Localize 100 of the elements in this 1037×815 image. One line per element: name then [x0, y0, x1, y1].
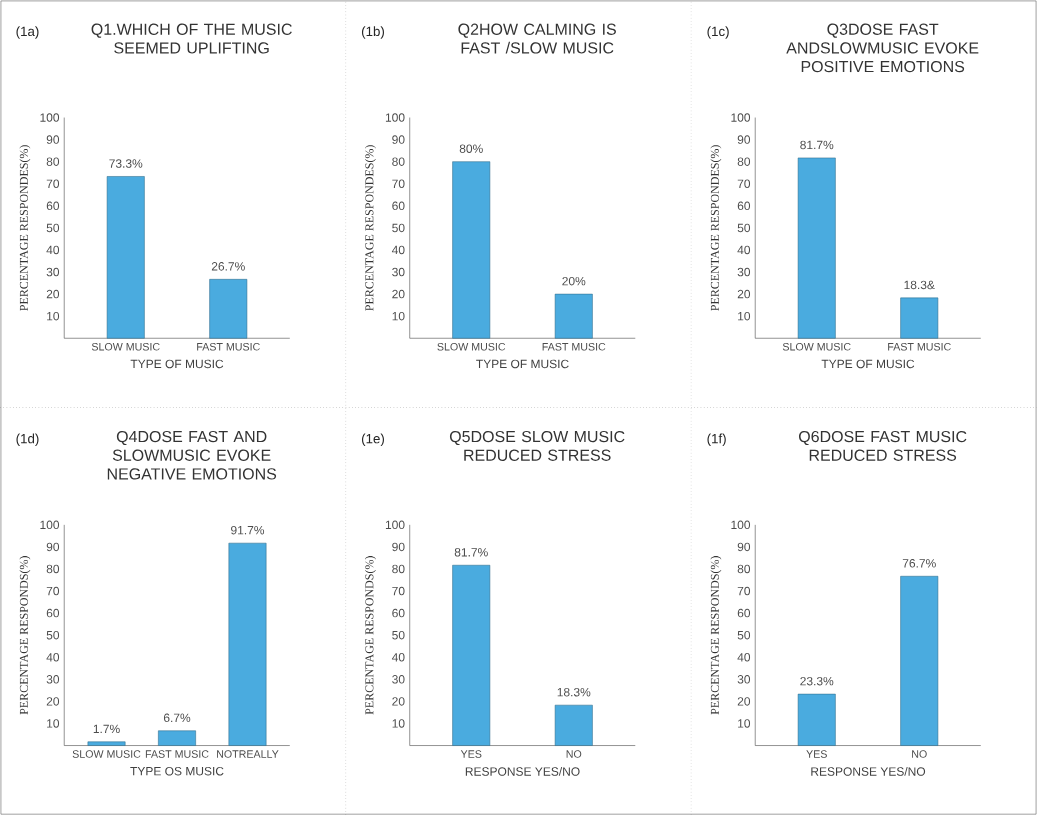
y-tick-label: 10: [738, 311, 751, 321]
text: (1b): [361, 26, 384, 39]
y-axis-title: PERCENTAGE RESPONDES(%): [710, 145, 722, 311]
text: (1d): [16, 433, 39, 446]
y-tick-label: 60: [46, 201, 60, 211]
data-label: 81.7%: [454, 547, 488, 557]
y-tick-label: 80: [46, 157, 60, 166]
x-tick-label: SLOW MUSIC: [72, 750, 141, 758]
y-tick-label: 60: [737, 201, 751, 211]
y-tick-label: 10: [738, 719, 751, 728]
y-tick-label: 50: [737, 223, 751, 233]
x-tick-label: FAST MUSIC: [888, 342, 951, 351]
y-tick-label: 50: [392, 223, 405, 233]
text: (1e): [361, 433, 384, 446]
text: (1f): [707, 433, 726, 446]
data-label: 73.3%: [109, 159, 143, 168]
y-tick-label: 20: [737, 289, 751, 299]
y-tick-label: 10: [47, 719, 60, 728]
y-tick-label: 100: [731, 113, 751, 122]
y-tick-label: 20: [392, 289, 405, 299]
y-tick-label: 80: [737, 564, 751, 574]
x-axis-title: TYPE OF MUSIC: [821, 359, 915, 369]
x-tick-label: SLOW MUSIC: [91, 342, 160, 351]
x-tick-label: YES: [460, 750, 482, 758]
chart-title: Q6DOSE FAST MUSIC REDUCED STRESS: [798, 430, 967, 461]
y-tick-label: 40: [737, 652, 751, 662]
y-tick-label: 90: [392, 135, 405, 144]
y-axis-title: PERCENTAGE RESPONDS(%): [19, 556, 31, 715]
chart-title: Q3DOSE FAST ANDSLOWMUSIC EVOKE POSITIVE EMOTIONS: [786, 23, 979, 73]
y-tick-label: 60: [392, 201, 405, 211]
y-tick-label: 90: [737, 542, 751, 552]
y-axis-title: PERCENTAGE RESPONDS(%): [710, 556, 722, 715]
y-tick-label: 40: [46, 245, 60, 255]
y-tick-label: 70: [392, 586, 405, 596]
x-axis-title: RESPONSE YES/NO: [811, 766, 926, 776]
y-tick-label: 90: [392, 542, 405, 552]
y-tick-label: 40: [391, 652, 405, 662]
y-tick-label: 100: [40, 520, 60, 530]
data-label: 23.3%: [800, 676, 834, 686]
y-tick-label: 10: [47, 311, 60, 321]
y-tick-label: 80: [46, 564, 60, 574]
data-label: 26.7%: [211, 262, 245, 271]
bar: [87, 741, 126, 746]
chart-title: Q2HOW CALMING IS FAST /SLOW MUSIC: [458, 23, 616, 54]
y-tick-label: 30: [392, 267, 405, 277]
y-tick-label: 90: [46, 542, 60, 552]
x-tick-label: FAST MUSIC: [542, 342, 606, 351]
y-tick-label: 100: [385, 520, 405, 530]
y-tick-label: 60: [392, 608, 405, 618]
y-tick-label: 40: [391, 245, 405, 255]
y-tick-label: 80: [392, 564, 405, 574]
text: (1c): [707, 26, 729, 39]
data-label: 81.7%: [800, 140, 834, 150]
y-tick-label: 100: [40, 113, 60, 122]
y-tick-label: 90: [46, 135, 60, 144]
chart-title: Q1.WHICH OF THE MUSIC SEEMED UPLIFTING: [91, 23, 292, 54]
x-tick-label: FAST MUSIC: [145, 750, 209, 758]
y-tick-label: 80: [737, 157, 751, 166]
y-tick-label: 100: [385, 113, 405, 122]
x-axis-title: TYPE OF MUSIC: [130, 359, 224, 369]
chart-title: Q4DOSE FAST AND SLOWMUSIC EVOKE NEGATIVE EMOTIONS: [107, 430, 277, 480]
x-tick-label: FAST MUSIC: [197, 342, 260, 351]
bar: [228, 542, 267, 746]
y-tick-label: 20: [46, 697, 60, 706]
x-tick-label: NO: [566, 750, 582, 758]
x-tick-label: NOTREALLY: [217, 750, 279, 758]
y-tick-label: 20: [392, 697, 405, 706]
y-axis-title: PERCENTAGE RESPONDES(%): [19, 145, 31, 311]
data-label: 76.7%: [902, 559, 936, 568]
y-tick-label: 10: [392, 719, 405, 728]
y-tick-label: 60: [737, 608, 751, 618]
y-tick-label: 20: [46, 289, 60, 299]
y-tick-label: 60: [46, 608, 60, 618]
y-tick-label: 70: [46, 586, 60, 596]
y-tick-label: 30: [392, 675, 405, 684]
data-label: 18.3&: [904, 280, 935, 290]
data-label: 20%: [562, 276, 586, 286]
y-tick-label: 30: [737, 675, 751, 684]
chart-title: Q5DOSE SLOW MUSIC REDUCED STRESS: [449, 430, 625, 461]
text: (1a): [16, 26, 39, 39]
x-tick-label: YES: [806, 750, 827, 758]
y-tick-label: 10: [392, 311, 405, 321]
data-label: 80%: [459, 144, 483, 153]
x-axis-title: TYPE OF MUSIC: [476, 359, 569, 369]
y-tick-label: 30: [46, 267, 60, 277]
x-tick-label: SLOW MUSIC: [782, 342, 851, 351]
bar: [158, 730, 196, 746]
y-tick-label: 50: [392, 630, 405, 640]
data-label: 18.3%: [557, 687, 591, 697]
y-tick-label: 70: [392, 179, 405, 188]
x-axis-title: TYPE OS MUSIC: [130, 766, 224, 776]
y-tick-label: 40: [46, 652, 60, 662]
data-label: 1.7%: [93, 724, 120, 734]
x-tick-label: SLOW MUSIC: [437, 342, 506, 351]
y-tick-label: 50: [46, 630, 60, 640]
y-tick-label: 40: [737, 245, 751, 255]
y-axis-title: PERCENTAGE RESPONDS(%): [364, 556, 376, 715]
x-axis-title: RESPONSE YES/NO: [465, 766, 580, 776]
y-tick-label: 70: [737, 179, 751, 188]
y-axis-title: PERCENTAGE RESPONDES(%): [364, 145, 376, 311]
